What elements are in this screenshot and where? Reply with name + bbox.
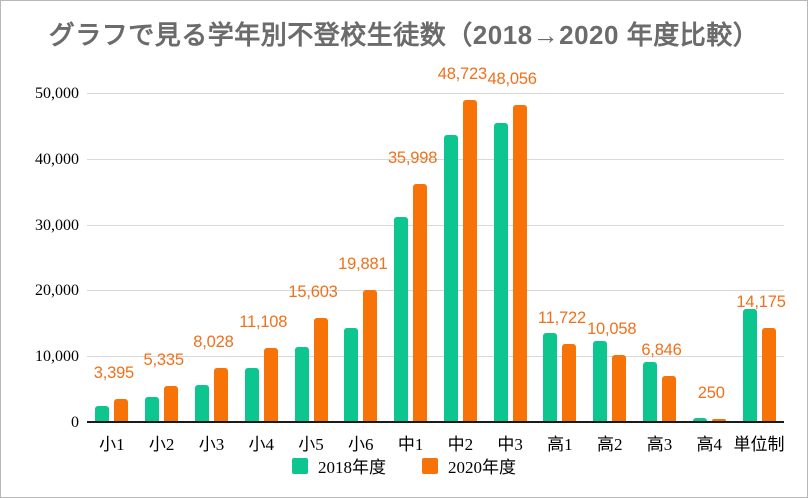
bar-2018年度-高4 (692, 418, 707, 421)
bar-groups: 3,395 小1 5,335 小2 8,028 小3 11,108 小4 15,603 小5 19,… (87, 65, 786, 454)
gridline (87, 158, 784, 160)
bar-2020年度-高3 (661, 375, 676, 421)
data-label-高2: 10,058 (587, 319, 637, 338)
bar-2018年度-高3 (642, 362, 657, 421)
bar-group-小5: 15,603 小5 (286, 94, 338, 454)
data-label-高1: 11,722 (537, 308, 586, 327)
bar-2018年度-単位制 (742, 309, 757, 421)
bar-2018年度-中3 (493, 122, 508, 421)
bar-2020年度-小1 (114, 398, 129, 421)
bar-group-高3: 6,846 高3 (635, 94, 685, 454)
bar-group-単位制: 14,175 単位制 (734, 94, 786, 454)
bar-group-中3: 48,056 中3 (485, 70, 537, 454)
x-axis-label-中2: 中2 (447, 435, 474, 454)
bar-2020年度-単位制 (761, 327, 776, 421)
y-tick-label: 30,000 (35, 216, 79, 234)
data-label-小1: 3,395 (93, 363, 135, 382)
bar-2018年度-小3 (194, 384, 209, 421)
legend-swatch-2020 (422, 457, 438, 474)
bar-2020年度-中3 (512, 104, 527, 421)
data-label-高3: 6,846 (641, 340, 682, 359)
data-label-小6: 19,881 (338, 255, 388, 274)
chart-title: グラフで見る学年別不登校生徒数（2018→2020 年度比較） (48, 20, 760, 50)
bar-2020年度-中2 (462, 100, 477, 421)
y-tick-label: 50,000 (35, 85, 79, 102)
data-label-小5: 15,603 (288, 283, 338, 302)
bar-group-小3: 8,028 小3 (187, 94, 237, 454)
x-axis-label-小5: 小5 (298, 435, 324, 454)
bar-2020年度-高2 (612, 354, 627, 421)
bar-2018年度-小2 (145, 397, 160, 421)
bar-group-小6: 19,881 小6 (336, 94, 388, 454)
legend-item-2018: 2018年度 (292, 453, 386, 478)
bar-2018年度-中1 (394, 216, 409, 421)
x-axis-label-高4: 高4 (696, 435, 723, 454)
bar-2018年度-小5 (294, 346, 309, 421)
x-axis-label-高3: 高3 (646, 435, 673, 454)
bar-2020年度-小2 (164, 385, 179, 421)
data-label-単位制: 14,175 (736, 292, 786, 311)
plot-area: 3,395 小1 5,335 小2 8,028 小3 11,108 小4 15,603 小5 19,… (87, 65, 786, 454)
bar-2020年度-小3 (213, 368, 228, 421)
gridline (87, 290, 784, 292)
bar-2020年度-小4 (263, 347, 278, 421)
bar-group-小1: 3,395 小1 (87, 94, 137, 454)
y-tick-label: 0 (71, 414, 79, 431)
data-label-小3: 8,028 (193, 333, 234, 352)
bar-2018年度-小4 (244, 367, 259, 421)
bar-2020年度-小6 (363, 290, 378, 421)
legend-label-2018: 2018年度 (318, 458, 386, 477)
gridline (87, 356, 784, 358)
x-axis-label-高2: 高2 (596, 435, 623, 454)
data-label-中1: 35,998 (387, 149, 438, 168)
bar-2020年度-小5 (313, 318, 328, 421)
legend-label-2020: 2020年度 (448, 458, 516, 477)
bar-group-中1: 35,998 中1 (386, 94, 438, 454)
data-label-高4: 250 (697, 384, 725, 403)
bar-2018年度-高2 (593, 340, 608, 421)
bar-2020年度-高1 (562, 343, 577, 421)
bar-2018年度-高1 (543, 332, 558, 421)
x-axis-label-小1: 小1 (99, 435, 125, 454)
bar-2020年度-高4 (711, 419, 726, 421)
x-axis-label-小3: 小3 (198, 435, 225, 454)
bar-group-高1: 11,722 高1 (535, 94, 586, 454)
bar-2018年度-小6 (344, 328, 359, 421)
y-tick-label: 10,000 (35, 348, 79, 366)
bar-group-小4: 11,108 小4 (236, 94, 288, 454)
legend-item-2020: 2020年度 (422, 453, 516, 478)
bar-group-小2: 5,335 小2 (137, 94, 187, 454)
gridline (87, 93, 784, 94)
y-tick-label: 40,000 (35, 150, 79, 168)
bar-group-高4: 250 高4 (684, 94, 734, 454)
bar-group-高2: 10,058 高2 (585, 94, 637, 454)
data-label-小4: 11,108 (239, 312, 288, 331)
bar-2018年度-小1 (95, 405, 110, 421)
x-axis-label-小4: 小4 (248, 435, 274, 454)
bar-group-中2: 48,723 中2 (435, 65, 487, 454)
x-axis-label-中3: 中3 (497, 435, 523, 454)
legend-swatch-2018 (292, 457, 308, 474)
y-tick-label: 20,000 (35, 282, 79, 300)
x-axis-label-単位制: 単位制 (733, 435, 785, 454)
legend: 2018年度 2020年度 (1, 453, 807, 478)
data-label-小2: 5,335 (143, 350, 184, 369)
x-axis-label-小2: 小2 (148, 435, 175, 454)
x-axis-label-高1: 高1 (547, 435, 573, 454)
data-label-中3: 48,056 (487, 69, 537, 88)
bar-2018年度-中2 (443, 135, 458, 421)
x-axis-label-中1: 中1 (397, 435, 424, 454)
data-label-中2: 48,723 (437, 65, 487, 84)
x-axis-label-小6: 小6 (348, 435, 374, 454)
bar-2020年度-中1 (413, 184, 428, 421)
y-axis: 0 10,000 20,000 30,000 40,000 50,000 (1, 85, 79, 431)
gridline (87, 224, 784, 226)
